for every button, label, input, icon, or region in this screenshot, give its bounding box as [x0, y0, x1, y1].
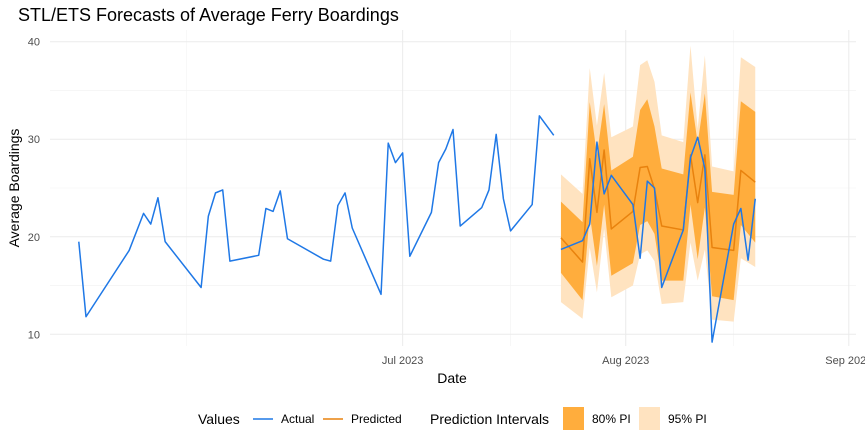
interval-bands	[560, 45, 756, 322]
y-tick-label: 10	[28, 329, 40, 341]
x-tick-label: Jul 2023	[382, 355, 424, 367]
x-axis: Jul 2023 Aug 2023 Sep 2023	[382, 355, 865, 367]
legend-actual-label: Actual	[281, 412, 314, 426]
legend: Values Actual Predicted Prediction Inter…	[198, 407, 707, 430]
y-tick-label: 40	[28, 37, 40, 49]
y-axis: 10 20 30 40	[28, 37, 40, 342]
legend-values-title: Values	[198, 411, 240, 427]
x-axis-title: Date	[437, 370, 467, 386]
x-tick-label: Aug 2023	[602, 355, 649, 367]
y-tick-label: 20	[28, 232, 40, 244]
x-tick-label: Sep 2023	[825, 355, 865, 367]
legend-pi80-label: 80% PI	[592, 412, 631, 426]
series-actual-forecast-line	[560, 136, 756, 343]
legend-intervals-title: Prediction Intervals	[430, 411, 549, 427]
legend-pi95-key	[639, 407, 660, 430]
band-80-pi	[560, 92, 756, 301]
legend-pi95-label: 95% PI	[668, 412, 707, 426]
series-actual-line	[78, 115, 555, 318]
series-lines	[78, 115, 756, 343]
chart-title: STL/ETS Forecasts of Average Ferry Board…	[18, 5, 399, 25]
legend-predicted-label: Predicted	[351, 412, 402, 426]
y-axis-title: Average Boardings	[6, 129, 22, 248]
y-tick-label: 30	[28, 134, 40, 146]
legend-pi80-key	[563, 407, 584, 430]
